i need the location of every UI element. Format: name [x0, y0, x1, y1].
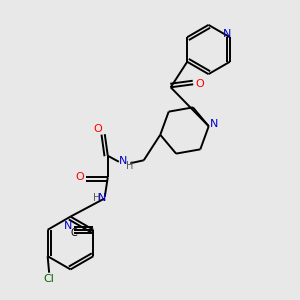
Text: N: N	[98, 194, 106, 203]
Text: N: N	[118, 156, 127, 166]
Text: N: N	[210, 119, 218, 129]
Text: O: O	[75, 172, 84, 182]
Text: N: N	[64, 221, 73, 231]
Text: H: H	[93, 194, 100, 203]
Text: O: O	[94, 124, 103, 134]
Text: Cl: Cl	[44, 274, 55, 284]
Text: N: N	[223, 28, 232, 39]
Text: O: O	[195, 79, 204, 89]
Text: C: C	[70, 228, 77, 239]
Text: H: H	[126, 161, 134, 171]
